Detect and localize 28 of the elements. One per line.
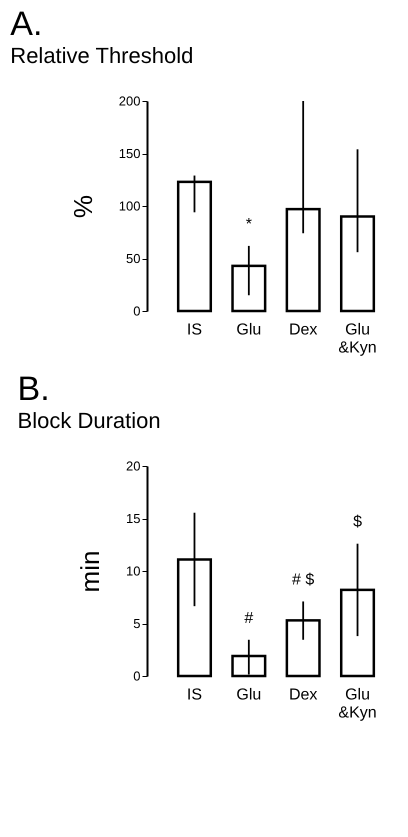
x-tick-label: Glu &Kyn — [338, 322, 377, 356]
y-tick-label: 20 — [126, 458, 140, 474]
y-tick-label: 200 — [118, 94, 140, 108]
chart-title: B. — [18, 370, 50, 408]
chart-title: A. — [10, 5, 42, 43]
x-tick-label: Glu — [236, 322, 262, 338]
y-tick-label: 10 — [126, 564, 140, 578]
y-tick-label: 150 — [118, 146, 140, 161]
chart-subtitle: Block Duration — [18, 408, 161, 433]
x-tick-label: IS — [186, 686, 202, 704]
x-tick-label: Glu &Kyn — [338, 686, 377, 722]
annotation: # — [244, 610, 254, 627]
y-tick-label: 5 — [133, 616, 140, 631]
annotation: * — [246, 216, 252, 233]
x-tick-label: Dex — [288, 322, 318, 338]
y-tick-label: 0 — [133, 304, 140, 318]
annotation: $ — [353, 514, 362, 531]
y-tick-label: 0 — [133, 668, 140, 684]
y-tick-label: 15 — [126, 511, 140, 526]
chart-subtitle: Relative Threshold — [10, 43, 194, 68]
annotation: # $ — [292, 571, 314, 588]
y-tick-label: 100 — [118, 198, 140, 214]
y-axis-title: min — [75, 550, 106, 592]
y-axis-title: % — [68, 194, 98, 218]
y-tick-label: 50 — [126, 251, 140, 266]
x-tick-label: IS — [186, 322, 202, 338]
x-tick-label: Glu — [236, 686, 262, 704]
x-tick-label: Dex — [288, 686, 318, 704]
